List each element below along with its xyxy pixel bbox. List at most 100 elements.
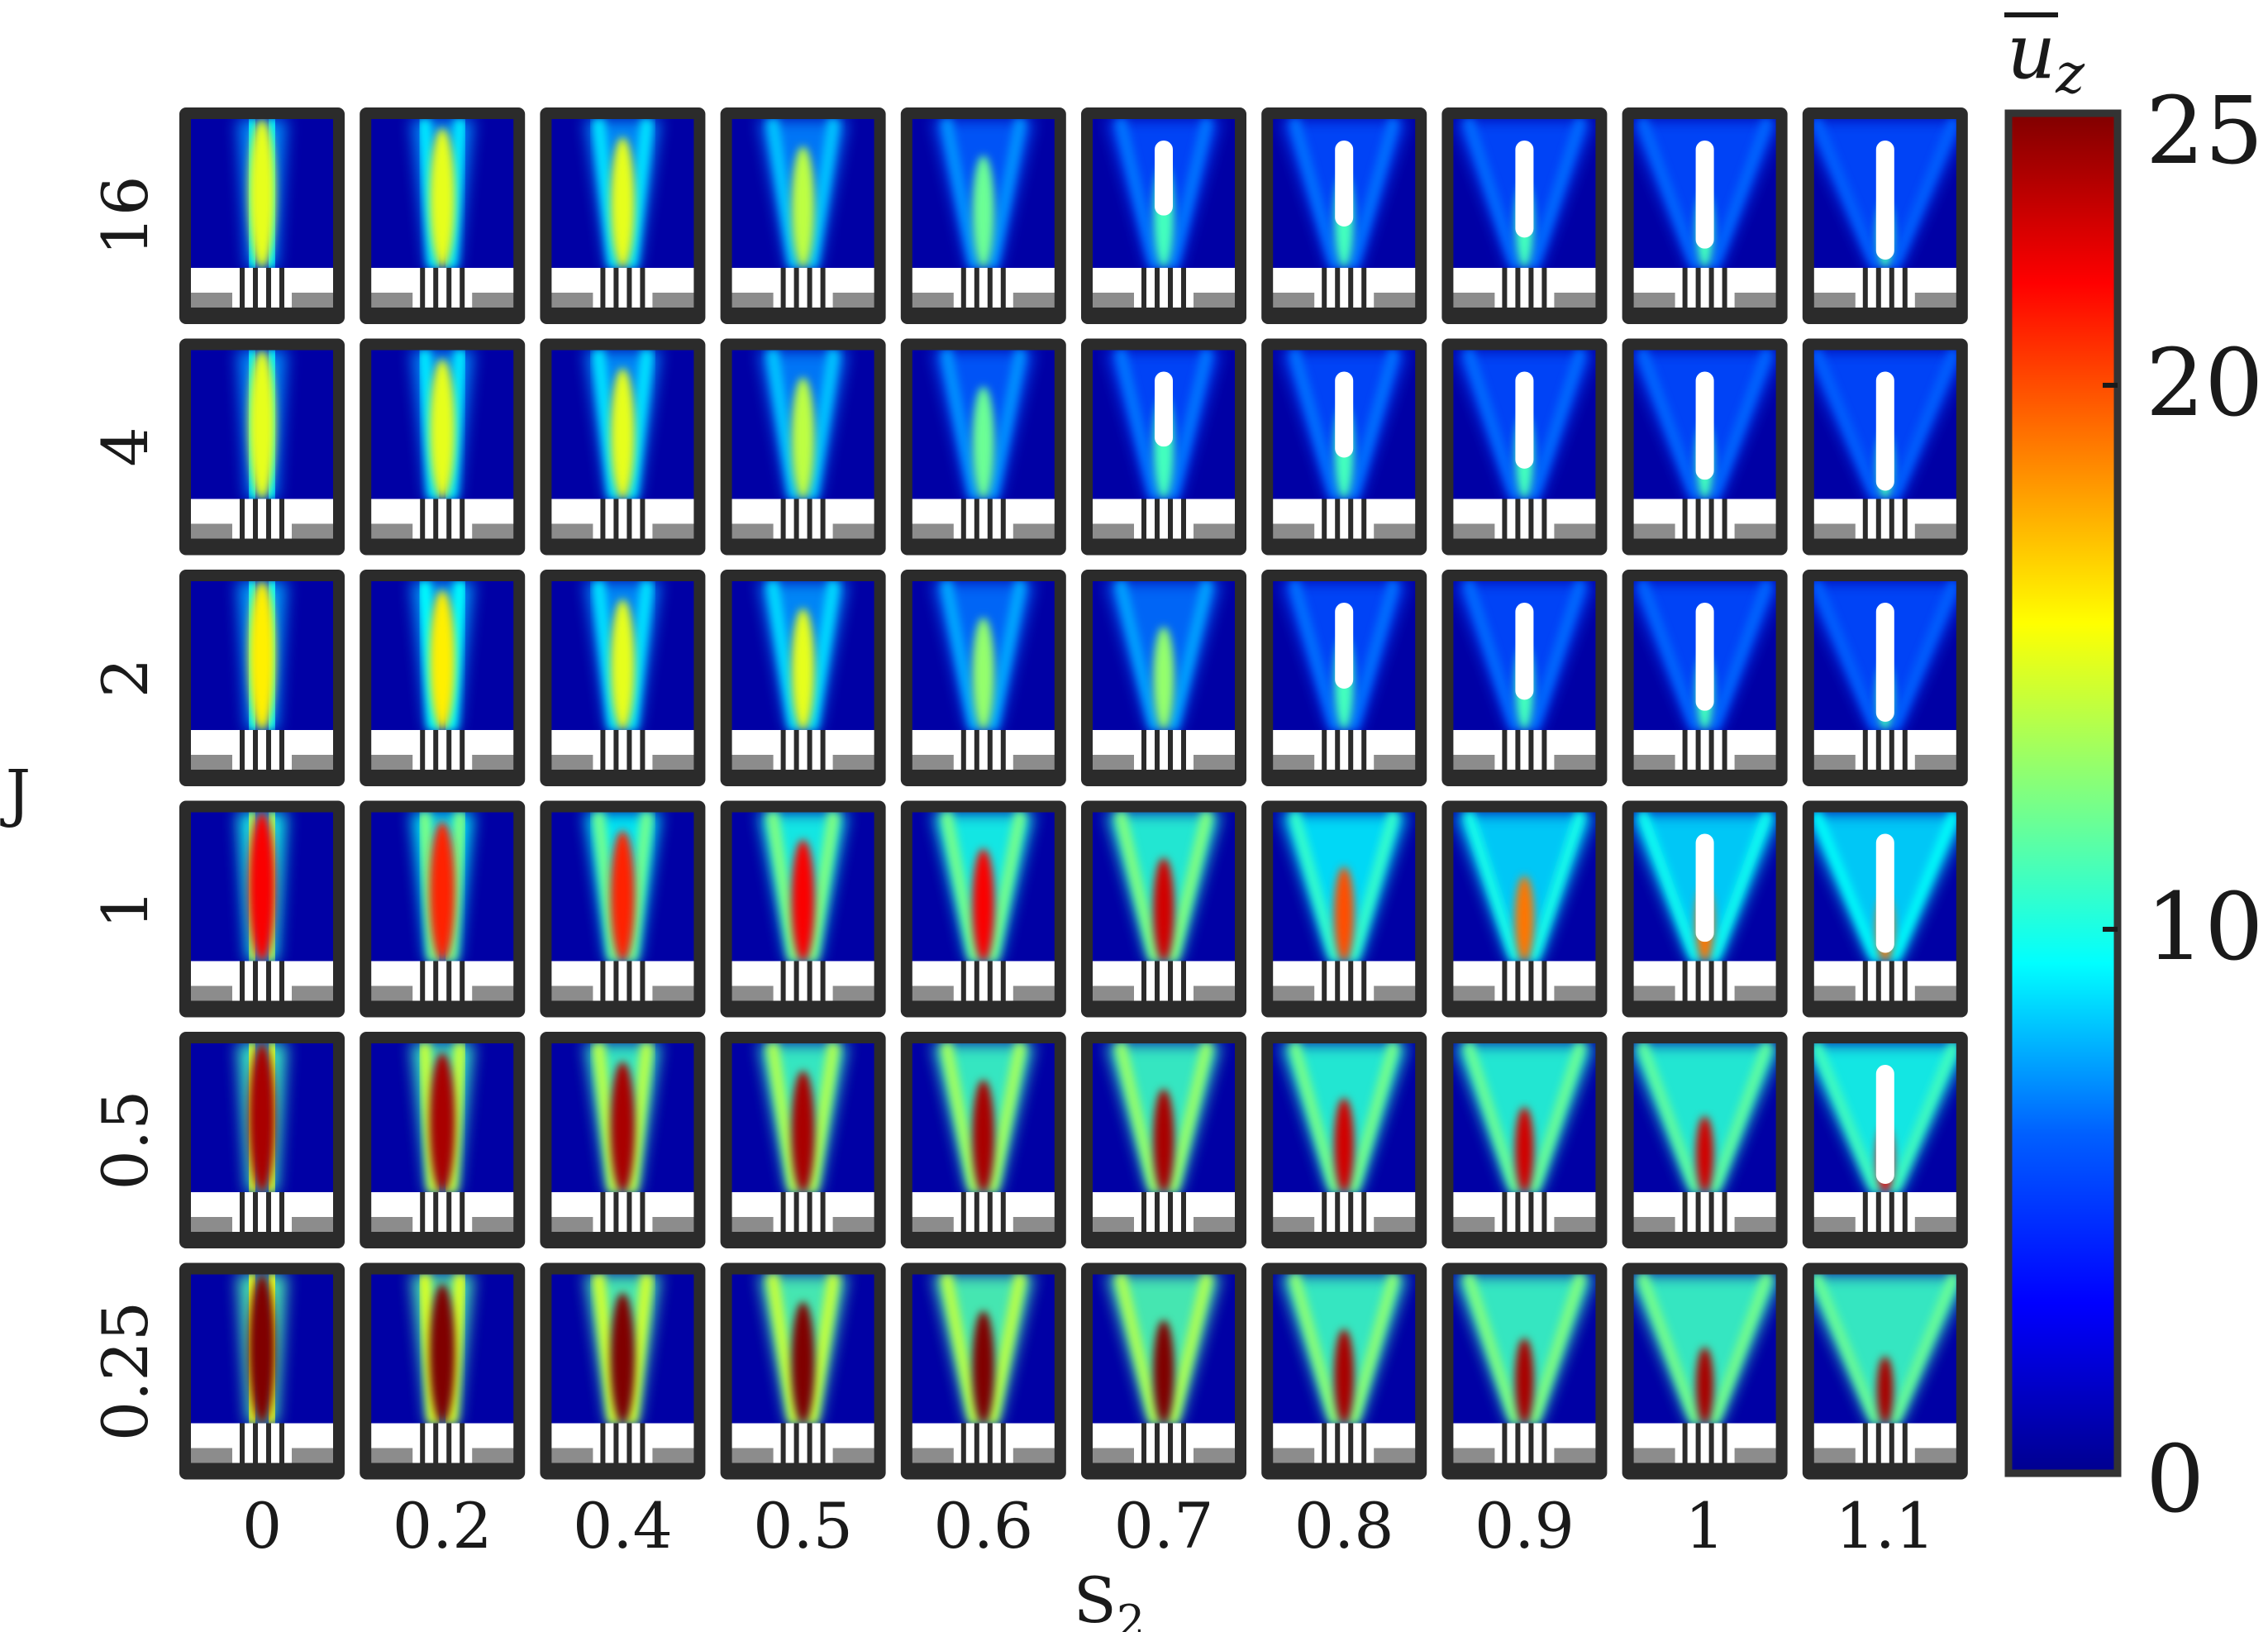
plume-core (429, 821, 455, 962)
recirculation-zone (1875, 603, 1894, 722)
panel-velocity-field (584, 1043, 660, 1192)
panel-velocity-field (1280, 581, 1408, 730)
plume-side-jet (592, 119, 621, 268)
y-axis-label: J (0, 756, 31, 829)
plume-core (1153, 1089, 1174, 1192)
injector-divider (1722, 961, 1727, 1001)
injector-divider (1708, 1423, 1714, 1463)
plume-core (1334, 1098, 1355, 1192)
injector-divider (1515, 730, 1521, 770)
injector-divider (1322, 499, 1327, 539)
panel-velocity-field (932, 350, 1034, 499)
plume-core (1334, 866, 1355, 962)
injector-divider (600, 1192, 606, 1232)
x-tick-label: 0 (242, 1489, 282, 1563)
injector-divider (1528, 961, 1534, 1001)
plume-core (249, 119, 275, 268)
injector-divider (1722, 1423, 1727, 1463)
heatmap-panel-J16-S0.2 (360, 107, 526, 324)
panel-velocity-field (1107, 350, 1221, 499)
injector-divider (1000, 730, 1006, 770)
injector-divider (1168, 499, 1173, 539)
injector-divider (1000, 499, 1006, 539)
injector-divider (600, 730, 606, 770)
y-tick-label: 2 (88, 658, 162, 698)
heatmap-panel-J16-S0.6 (900, 107, 1066, 324)
plume-core (791, 146, 815, 268)
injector-divider (1361, 730, 1367, 770)
plume-side-jet (1637, 581, 1702, 730)
plume-side-jet (1114, 119, 1161, 268)
plume-side-jet (1462, 350, 1522, 499)
injector-divider (1515, 499, 1521, 539)
injector-divider (1141, 1423, 1146, 1463)
heatmap-panel-J0.5-S0 (179, 1032, 345, 1248)
injector-divider (1541, 961, 1547, 1001)
plume-core (791, 1071, 815, 1192)
injector-divider (1889, 961, 1894, 1001)
injector-divider (613, 268, 619, 308)
injector-divider (1181, 499, 1186, 539)
plume-core (1695, 1347, 1714, 1424)
panel-velocity-field (1813, 581, 1956, 730)
heatmap-panel-J16-S0.9 (1441, 107, 1608, 324)
recirculation-zone (1695, 603, 1714, 711)
heatmap-panel-J4-S0.6 (900, 338, 1066, 556)
plume-core (610, 830, 636, 962)
recirculation-zone (1695, 371, 1714, 480)
plume-side-jet (1289, 350, 1341, 499)
plume-side-jet (805, 1274, 841, 1424)
plume-side-jet (417, 812, 441, 962)
heatmap-panel-J16-S0.7 (1081, 107, 1246, 324)
plume-side-jet (1637, 119, 1702, 268)
injector-divider (1141, 961, 1146, 1001)
injector-divider (1902, 730, 1908, 770)
plume-side-jet (940, 581, 981, 730)
injector-divider (1862, 730, 1868, 770)
plume-side-jet (1813, 350, 1882, 499)
injector-divider (613, 1192, 619, 1232)
injector-divider (1695, 730, 1701, 770)
plume-side-jet (766, 581, 801, 730)
plume-side-jet (1166, 1043, 1213, 1192)
panel-velocity-field (1633, 119, 1776, 268)
injector-divider (807, 961, 812, 1001)
plume-side-jet (1462, 812, 1522, 962)
injector-divider (1348, 268, 1354, 308)
injector-divider (820, 1192, 826, 1232)
heatmap-panel-J1-S0.5 (720, 800, 886, 1018)
injector-divider (1889, 1192, 1894, 1232)
injector-divider (1515, 1192, 1521, 1232)
plume-side-jet (1462, 119, 1522, 268)
injector-divider (253, 730, 258, 770)
colorbar-tick-label: 20 (2146, 330, 2264, 437)
injector-divider (1335, 961, 1341, 1001)
injector-divider (793, 730, 799, 770)
injector-divider (627, 1423, 632, 1463)
panel-velocity-field (1454, 1274, 1594, 1424)
injector-divider (1722, 499, 1727, 539)
plume-side-jet (1889, 1274, 1956, 1424)
injector-divider (433, 961, 439, 1001)
injector-divider (600, 961, 606, 1001)
heatmap-panel-J4-S0 (179, 338, 345, 556)
injector-divider (433, 730, 439, 770)
injector-divider (1541, 268, 1547, 308)
injector-divider (1682, 1423, 1688, 1463)
injector-divider (1889, 1423, 1894, 1463)
injector-divider (627, 730, 632, 770)
panel-velocity-field (584, 581, 660, 730)
colorbar-label-sub: z (2055, 42, 2085, 106)
injector-divider (1181, 730, 1186, 770)
injector-divider (1695, 499, 1701, 539)
injector-divider (460, 730, 465, 770)
injector-divider (987, 499, 993, 539)
injector-divider (1528, 730, 1534, 770)
plume-core (249, 350, 275, 499)
heatmap-panel-J0.5-S0.7 (1081, 1032, 1246, 1248)
injector-divider (640, 1192, 646, 1232)
injector-divider (1502, 1192, 1508, 1232)
plume-core (1515, 876, 1534, 962)
plume-side-jet (1289, 581, 1341, 730)
plume-side-jet (766, 119, 801, 268)
